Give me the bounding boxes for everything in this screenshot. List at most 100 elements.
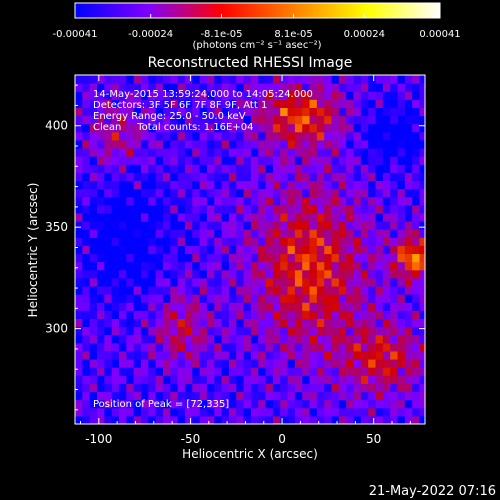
heatmap-cell — [265, 415, 274, 425]
heatmap-cell — [258, 350, 267, 360]
heatmap-cell — [111, 277, 120, 287]
heatmap-cell — [404, 229, 413, 238]
heatmap-cell — [258, 359, 267, 368]
heatmap-cell — [280, 359, 289, 368]
heatmap-cell — [397, 99, 406, 108]
heatmap-cell — [177, 334, 186, 344]
heatmap-cell — [133, 188, 142, 198]
heatmap-cell — [140, 326, 149, 336]
heatmap-cell — [397, 188, 406, 198]
heatmap-cell — [419, 212, 426, 222]
heatmap-cell — [111, 91, 120, 100]
heatmap-cell — [199, 261, 208, 271]
heatmap-cell — [331, 407, 340, 417]
heatmap-cell — [390, 310, 399, 319]
heatmap-cell — [206, 367, 215, 376]
heatmap-cell — [390, 302, 399, 311]
heatmap-cell — [294, 115, 303, 125]
heatmap-cell — [192, 107, 201, 117]
heatmap-cell — [331, 123, 340, 133]
heatmap-cell — [118, 277, 127, 287]
heatmap-cell — [221, 123, 230, 133]
heatmap-cell — [397, 326, 406, 336]
heatmap-cell — [118, 172, 127, 182]
heatmap-cell — [265, 172, 274, 182]
heatmap-cell — [250, 196, 259, 206]
heatmap-cell — [221, 204, 230, 214]
heatmap-cell — [272, 334, 281, 344]
heatmap-cell — [184, 196, 193, 206]
heatmap-cell — [316, 399, 325, 409]
heatmap-cell — [133, 342, 142, 352]
heatmap-cell — [375, 196, 384, 206]
heatmap-cell — [250, 123, 259, 133]
heatmap-cell — [287, 180, 296, 190]
heatmap-cell — [104, 245, 113, 255]
heatmap-cell — [360, 221, 369, 230]
heatmap-cell — [309, 310, 318, 319]
heatmap-cell — [419, 99, 426, 108]
heatmap-cell — [309, 131, 318, 141]
heatmap-cell — [206, 123, 215, 133]
heatmap-cell — [324, 164, 333, 173]
heatmap-cell — [324, 342, 333, 352]
heatmap-cell — [346, 131, 355, 141]
heatmap-cell — [287, 107, 296, 117]
heatmap-cell — [375, 407, 384, 417]
heatmap-cell — [236, 83, 245, 92]
heatmap-cell — [331, 277, 340, 287]
heatmap-cell — [104, 277, 113, 287]
heatmap-cell — [412, 367, 421, 376]
heatmap-cell — [75, 334, 83, 344]
heatmap-cell — [96, 277, 105, 287]
heatmap-cell — [162, 334, 171, 344]
heatmap-cell — [155, 261, 164, 271]
heatmap-cell — [397, 261, 406, 271]
heatmap-cell — [214, 229, 223, 238]
heatmap-cell — [155, 269, 164, 279]
heatmap-cell — [375, 180, 384, 190]
heatmap-cell — [75, 75, 83, 84]
heatmap-cell — [170, 277, 179, 287]
heatmap-cell — [258, 391, 267, 401]
heatmap-cell — [375, 415, 384, 425]
heatmap-cell — [375, 277, 384, 287]
heatmap-cell — [324, 212, 333, 222]
heatmap-cell — [133, 229, 142, 238]
heatmap-cell — [368, 310, 377, 319]
heatmap-cell — [353, 407, 362, 417]
heatmap-cell — [258, 75, 267, 84]
heatmap-cell — [316, 391, 325, 401]
heatmap-cell — [302, 237, 311, 246]
heatmap-cell — [221, 107, 230, 117]
heatmap-cell — [214, 415, 223, 425]
heatmap-cell — [192, 148, 201, 157]
heatmap-cell — [170, 375, 179, 384]
heatmap-cell — [338, 253, 347, 263]
heatmap-cell — [206, 172, 215, 182]
heatmap-cell — [258, 156, 267, 165]
heatmap-cell — [133, 302, 142, 311]
heatmap-cell — [118, 180, 127, 190]
heatmap-cell — [214, 115, 223, 125]
heatmap-cell — [162, 277, 171, 287]
heatmap-cell — [170, 131, 179, 141]
heatmap-cell — [346, 318, 355, 328]
heatmap-cell — [397, 334, 406, 344]
heatmap-cell — [287, 261, 296, 271]
heatmap-cell — [404, 139, 413, 149]
heatmap-cell — [214, 245, 223, 255]
heatmap-cell — [404, 375, 413, 384]
heatmap-cell — [140, 253, 149, 263]
heatmap-cell — [104, 196, 113, 206]
heatmap-cell — [148, 294, 157, 303]
heatmap-cell — [346, 123, 355, 133]
heatmap-cell — [302, 359, 311, 368]
heatmap-cell — [360, 326, 369, 336]
heatmap-cell — [104, 359, 113, 368]
heatmap-cell — [353, 188, 362, 198]
heatmap-cell — [148, 383, 157, 393]
heatmap-cell — [199, 107, 208, 117]
heatmap-cell — [192, 245, 201, 255]
heatmap-cell — [236, 237, 245, 246]
